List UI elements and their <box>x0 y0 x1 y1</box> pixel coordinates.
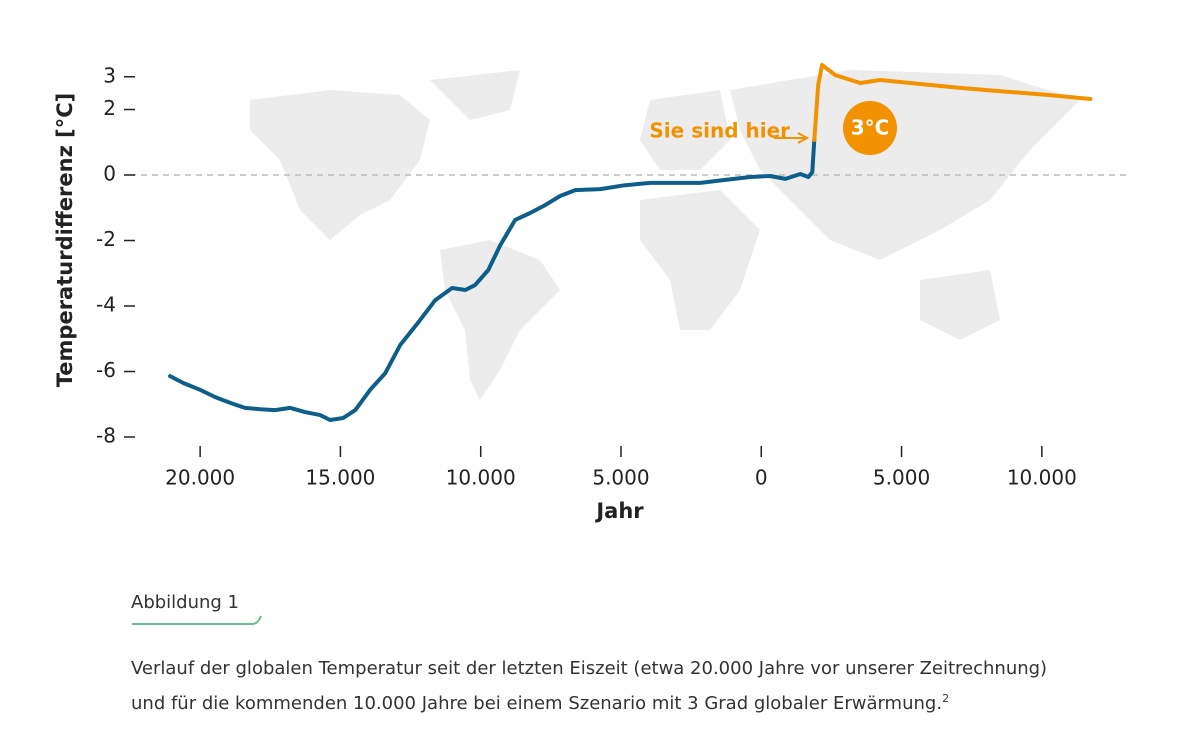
figure-underline <box>132 615 262 625</box>
badge-label: 3°C <box>851 116 890 140</box>
line <box>168 138 817 422</box>
y-tick-label: -2 <box>96 227 116 251</box>
x-tick-label: 0 <box>755 466 768 490</box>
footnote: 2 <box>942 692 950 705</box>
y-tick-label: -8 <box>96 424 116 448</box>
x-tick-label: 10.000 <box>1007 466 1077 490</box>
badge <box>843 101 897 155</box>
x-tick-label: 5.000 <box>592 466 649 490</box>
x-axis-label: Jahr <box>594 499 644 523</box>
caption-text: und für die kommenden 10.000 Jahre bei e… <box>131 693 943 714</box>
chart: Sie sind hier 3°C Temperaturdifferenz [°… <box>53 63 1126 523</box>
y-tick-label: -4 <box>96 293 116 317</box>
line <box>812 63 1093 142</box>
y-tick-label: 0 <box>103 162 116 186</box>
caption: Verlauf der globalen Temperatur seit der… <box>131 654 1047 719</box>
y-tick-label: 2 <box>103 96 116 120</box>
caption-line: und für die kommenden 10.000 Jahre bei e… <box>131 684 1047 719</box>
x-tick-label: 5.000 <box>873 466 930 490</box>
annotation: Sie sind hier <box>649 119 790 143</box>
y-tick-label: -6 <box>96 358 116 382</box>
annotation-arrow <box>774 132 810 144</box>
y-tick-label: 3 <box>103 63 116 87</box>
x-tick-label: 20.000 <box>165 466 235 490</box>
world-map <box>250 70 1080 400</box>
x-tick-label: 10.000 <box>446 466 516 490</box>
caption-line: Verlauf der globalen Temperatur seit der… <box>131 658 1048 679</box>
x-tick-label: 15.000 <box>305 466 375 490</box>
figure-label: Abbildung 1 <box>131 592 240 613</box>
y-axis-label: Temperaturdifferenz [°C] <box>53 93 77 387</box>
